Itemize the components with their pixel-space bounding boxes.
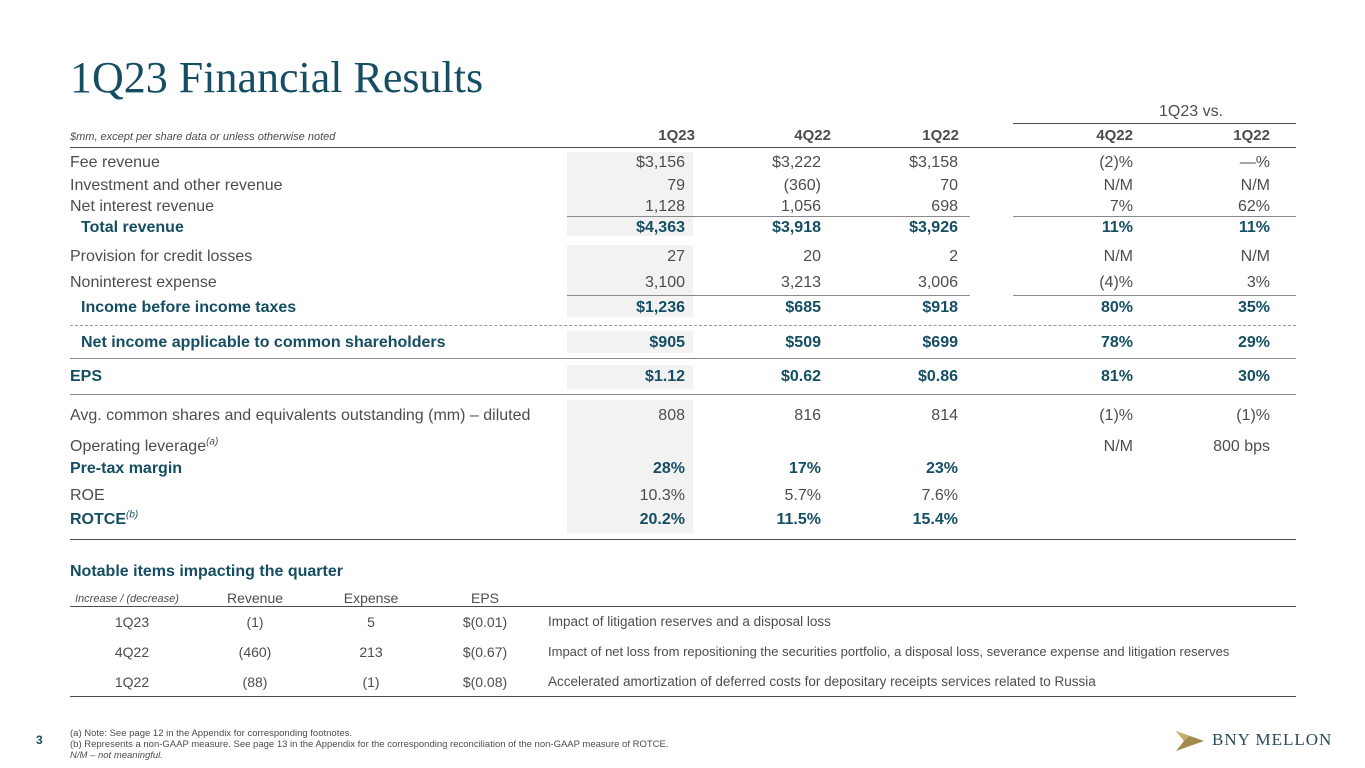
col-header-vs-1q22: 1Q22 [1233,127,1270,144]
notable-note: Increase / (decrease) [75,593,179,605]
page-title: 1Q23 Financial Results [70,53,484,102]
row-label: Fee revenue [70,154,160,171]
row-label: Net interest revenue [70,198,215,215]
row-label: Net income applicable to common sharehol… [81,334,446,351]
bny-mellon-sail-icon [1176,731,1204,751]
vs-header-rule [1013,123,1296,124]
row-label: Total revenue [81,219,184,236]
row-label: Investment and other revenue [70,177,283,194]
table-bottom-rule [70,539,1296,540]
row-label: Operating leverage(a) [70,436,219,455]
col-header-1q23: 1Q23 [658,127,695,144]
footnote-a: (a) Note: See page 12 in the Appendix fo… [70,728,353,739]
page-number: 3 [36,733,43,747]
row-label: ROE [70,487,105,504]
footnote-nm: N/M – not meaningful. [70,750,163,761]
footnote-b: (b) Represents a non-GAAP measure. See p… [70,739,669,750]
notable-header-eps: EPS [470,590,499,606]
units-note: $mm, except per share data or unless oth… [70,131,336,143]
logo-text: BNY MELLON [1212,730,1333,749]
row-label: Noninterest expense [70,274,217,291]
dashed-rule [70,325,1296,326]
notable-header-revenue: Revenue [226,590,284,606]
notable-header-expense: Expense [343,590,399,606]
row-label: Pre-tax margin [70,460,183,477]
header-rule [70,147,1296,148]
current-quarter-highlight [567,152,693,236]
vs-header: 1Q23 vs. [1158,103,1224,120]
row-label: Provision for credit losses [70,248,253,265]
row-label: ROTCE(b) [70,509,139,528]
subtotal-rule [567,216,970,217]
row-label: Avg. common shares and equivalents outst… [70,407,531,424]
notable-title: Notable items impacting the quarter [70,563,343,580]
col-header-1q22: 1Q22 [922,127,959,144]
row-label: EPS [70,368,103,385]
row-label: Income before income taxes [81,299,297,316]
col-header-4q22: 4Q22 [794,127,831,144]
col-header-vs-4q22: 4Q22 [1096,127,1133,144]
